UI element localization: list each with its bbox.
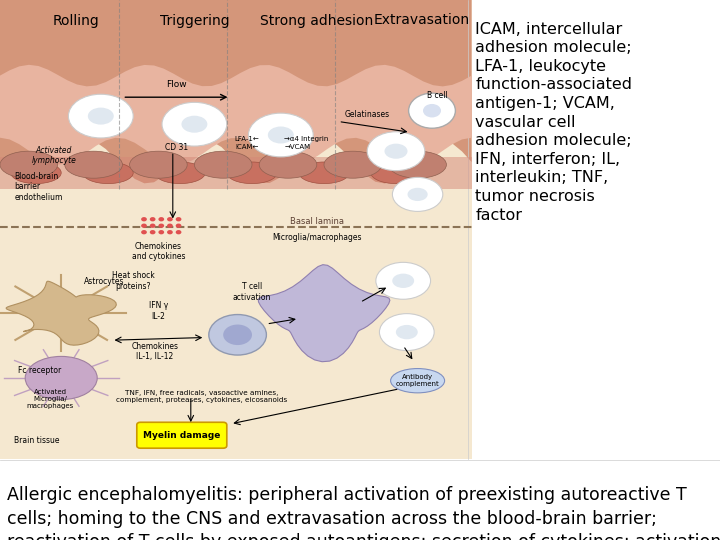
FancyBboxPatch shape	[137, 422, 227, 448]
Ellipse shape	[209, 314, 266, 355]
Text: Flow: Flow	[166, 80, 186, 89]
Ellipse shape	[167, 224, 173, 228]
Ellipse shape	[409, 93, 456, 128]
Ellipse shape	[248, 113, 313, 157]
Ellipse shape	[155, 162, 205, 184]
Ellipse shape	[268, 126, 294, 144]
Ellipse shape	[88, 107, 114, 125]
Text: Activated
lymphocyte: Activated lymphocyte	[32, 146, 76, 165]
Ellipse shape	[158, 217, 164, 221]
PathPatch shape	[0, 65, 472, 165]
Text: Activated
Microglia/
macrophages: Activated Microglia/ macrophages	[27, 389, 74, 409]
Ellipse shape	[11, 162, 61, 184]
Ellipse shape	[227, 162, 277, 184]
Text: ICAM←: ICAM←	[236, 144, 259, 150]
Ellipse shape	[384, 144, 408, 159]
Ellipse shape	[390, 368, 444, 393]
Text: Basal lamina: Basal lamina	[289, 217, 344, 226]
Ellipse shape	[299, 162, 349, 184]
Ellipse shape	[158, 224, 164, 228]
Ellipse shape	[181, 116, 207, 133]
Text: Blood-brain
barrier
endothelium: Blood-brain barrier endothelium	[14, 172, 63, 202]
Ellipse shape	[83, 162, 133, 184]
Text: T cell
activation: T cell activation	[233, 282, 271, 302]
Ellipse shape	[176, 217, 181, 221]
Ellipse shape	[158, 230, 164, 234]
Text: CD 31: CD 31	[165, 143, 188, 152]
Ellipse shape	[389, 151, 446, 178]
Text: Myelin damage: Myelin damage	[143, 431, 220, 440]
Ellipse shape	[392, 274, 414, 288]
Polygon shape	[378, 0, 421, 11]
Polygon shape	[184, 11, 227, 43]
Text: LFA-1←: LFA-1←	[235, 136, 259, 143]
Ellipse shape	[324, 151, 382, 178]
Ellipse shape	[167, 217, 173, 221]
Ellipse shape	[371, 162, 421, 184]
Ellipse shape	[150, 230, 156, 234]
Ellipse shape	[176, 230, 181, 234]
Polygon shape	[22, 0, 65, 11]
Ellipse shape	[223, 325, 252, 345]
Text: Triggering: Triggering	[160, 14, 229, 28]
Ellipse shape	[25, 356, 97, 400]
Text: B cell: B cell	[427, 91, 447, 100]
Text: IFN γ
IL-2: IFN γ IL-2	[149, 301, 168, 321]
Ellipse shape	[376, 262, 431, 299]
Polygon shape	[306, 0, 349, 11]
Ellipse shape	[167, 230, 173, 234]
Ellipse shape	[367, 132, 425, 171]
PathPatch shape	[0, 0, 472, 184]
Ellipse shape	[68, 94, 133, 138]
Text: Chemokines
and cytokines: Chemokines and cytokines	[132, 242, 185, 261]
Ellipse shape	[141, 224, 147, 228]
Text: Rolling: Rolling	[53, 14, 99, 28]
Ellipse shape	[423, 104, 441, 117]
Polygon shape	[43, 11, 86, 43]
Ellipse shape	[0, 151, 58, 178]
Text: →VCAM: →VCAM	[284, 144, 310, 150]
Polygon shape	[256, 11, 299, 43]
Polygon shape	[258, 265, 390, 362]
Text: →α4 Integrin: →α4 Integrin	[284, 136, 329, 143]
Ellipse shape	[130, 151, 187, 178]
Text: Antibody
complement: Antibody complement	[396, 374, 439, 387]
Ellipse shape	[65, 151, 122, 178]
Text: Brain tissue: Brain tissue	[14, 436, 60, 445]
Text: Microglia/macrophages: Microglia/macrophages	[272, 233, 361, 242]
Ellipse shape	[150, 224, 156, 228]
Text: Heat shock
proteins?: Heat shock proteins?	[112, 272, 155, 291]
Ellipse shape	[194, 151, 252, 178]
Ellipse shape	[408, 188, 428, 201]
Text: Strong adhesion: Strong adhesion	[260, 14, 374, 28]
Text: Extravasation: Extravasation	[373, 14, 469, 28]
Ellipse shape	[176, 224, 181, 228]
Text: Chemokines
IL-1, IL-12: Chemokines IL-1, IL-12	[131, 342, 179, 361]
Text: Astrocytes: Astrocytes	[84, 276, 125, 286]
Ellipse shape	[141, 230, 147, 234]
Ellipse shape	[141, 217, 147, 221]
Ellipse shape	[259, 151, 317, 178]
Text: Allergic encephalomyelitis: peripheral activation of preexisting autoreactive T
: Allergic encephalomyelitis: peripheral a…	[7, 486, 720, 540]
Ellipse shape	[396, 325, 418, 339]
Ellipse shape	[162, 102, 227, 146]
Text: TNF, IFN, free radicals, vasoactive amines,
complement, proteases, cytokines, ei: TNF, IFN, free radicals, vasoactive amin…	[116, 390, 287, 403]
Polygon shape	[400, 11, 443, 43]
Ellipse shape	[379, 314, 434, 350]
Polygon shape	[328, 11, 371, 43]
Ellipse shape	[392, 177, 443, 211]
Polygon shape	[90, 0, 133, 11]
Ellipse shape	[150, 217, 156, 221]
Polygon shape	[234, 0, 277, 11]
Text: Gelatinases: Gelatinases	[345, 110, 390, 119]
Bar	[0, 157, 472, 189]
Polygon shape	[162, 0, 205, 11]
Text: ICAM, intercellular
adhesion molecule;
LFA-1, leukocyte
function-associated
anti: ICAM, intercellular adhesion molecule; L…	[475, 22, 632, 222]
Bar	[0, 0, 472, 459]
Text: Fc receptor: Fc receptor	[18, 366, 61, 375]
Polygon shape	[6, 281, 117, 345]
Polygon shape	[112, 11, 155, 43]
